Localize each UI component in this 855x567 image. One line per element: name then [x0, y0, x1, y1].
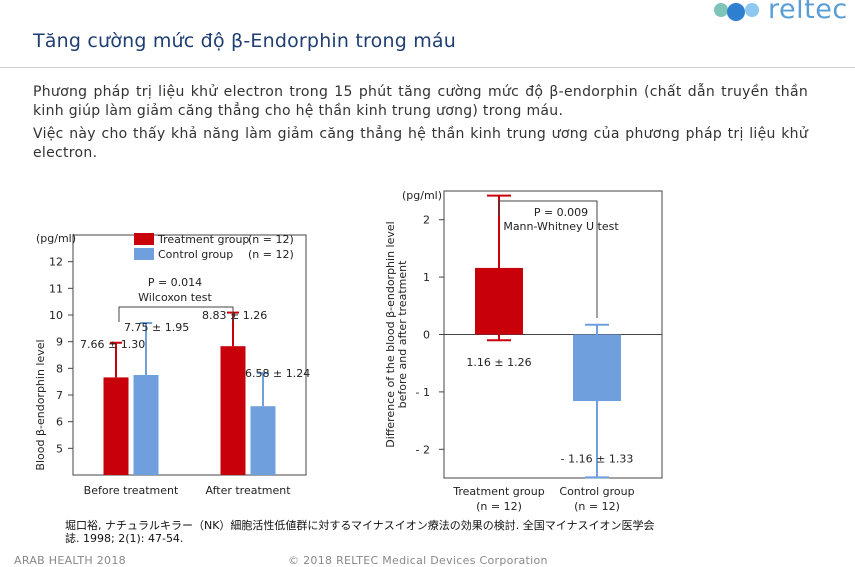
x-tick-n: (n = 12): [476, 500, 522, 513]
y-tick-label: 11: [49, 282, 63, 295]
page-title: Tăng cường mức độ β-Endorphin trong máu: [33, 30, 456, 52]
logo-text: reltec: [768, 0, 848, 25]
chart-difference: (pg/ml) 2 1 0 - 1 - 2 Difference of the blood …: [384, 189, 663, 513]
y-axis-label-line2: before and after treatment: [396, 260, 409, 408]
bar: [220, 346, 246, 475]
legend-swatch: [134, 233, 154, 245]
y-tick-label: 8: [56, 362, 63, 375]
x-tick-label: Treatment group: [452, 485, 544, 498]
plot-frame: [72, 234, 307, 476]
data-label: 1.16 ± 1.26: [466, 356, 531, 369]
x-tick-label: Control group: [559, 485, 634, 498]
conclusion-paragraph: Việc này cho thấy khả năng làm giảm căng…: [33, 126, 808, 161]
bar: [133, 375, 159, 475]
footer-event: ARAB HEALTH 2018: [14, 554, 126, 567]
legend-label: Treatment group: [157, 233, 249, 246]
unit-label: (pg/ml): [36, 232, 76, 245]
logo-dot-right: [745, 3, 759, 17]
title-divider: [0, 67, 855, 68]
test-name: Mann-Whitney U test: [503, 220, 619, 233]
y-tick-label: 5: [56, 442, 63, 455]
reltec-logo: [714, 3, 759, 21]
data-label: 7.66 ± 1.30: [80, 338, 145, 351]
y-tick-label: 10: [49, 309, 63, 322]
logo-dot-center: [727, 3, 745, 21]
x-tick-label: Before treatment: [84, 484, 179, 497]
y-tick-label: 7: [56, 389, 63, 402]
legend-n: (n = 12): [248, 248, 294, 261]
y-tick-label: 0: [423, 329, 430, 342]
chart-blood-level: (pg/ml) 5 6 7 8 9 10 11 12 Blood β-endorphin leve…: [34, 232, 310, 497]
y-tick-label: - 2: [416, 443, 430, 456]
test-name: Wilcoxon test: [138, 291, 212, 304]
data-label: - 1.16 ± 1.33: [561, 452, 634, 465]
significance-bracket: [118, 306, 234, 322]
y-tick-label: - 1: [416, 386, 430, 399]
y-tick-label: 9: [56, 336, 63, 349]
citation: 堀口裕, ナチュラルキラー（NK）細胞活性低値群に対するマイナスイオン療法の効果…: [65, 519, 655, 545]
p-value: P = 0.009: [534, 206, 588, 219]
legend-label: Control group: [158, 248, 233, 261]
bar: [250, 406, 276, 475]
x-tick-n: (n = 12): [574, 500, 620, 513]
y-tick-label: 2: [423, 214, 430, 227]
data-label: 8.83 ± 1.26: [202, 309, 267, 322]
data-label: 6.58 ± 1.24: [245, 367, 310, 380]
significance-bracket: [498, 200, 598, 318]
legend-swatch: [134, 248, 154, 260]
intro-paragraph: Phương pháp trị liệu khử electron trong …: [33, 84, 808, 119]
legend-n: (n = 12): [248, 233, 294, 246]
logo-dot-left: [714, 3, 728, 17]
data-label: 7.75 ± 1.95: [124, 321, 189, 334]
p-value: P = 0.014: [148, 276, 202, 289]
y-axis-label-line1: Difference of the blood β-endorphin leve…: [384, 221, 397, 447]
y-tick-label: 6: [56, 416, 63, 429]
y-axis-label: Blood β-endorphin level: [34, 339, 47, 470]
unit-label: (pg/ml): [402, 189, 442, 202]
bar: [103, 377, 129, 475]
x-tick-label: After treatment: [205, 484, 291, 497]
y-tick-label: 12: [49, 256, 63, 269]
y-tick-label: 1: [423, 271, 430, 284]
footer-copyright: © 2018 RELTEC Medical Devices Corporatio…: [288, 554, 548, 567]
